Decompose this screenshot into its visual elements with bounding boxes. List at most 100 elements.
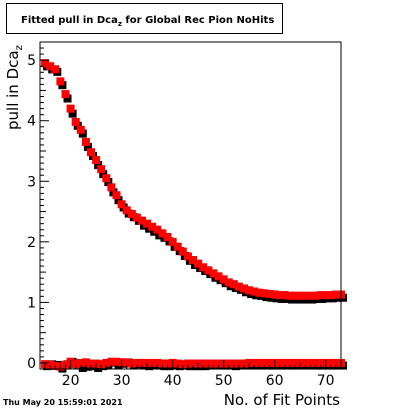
data-point-s2-55 <box>321 291 330 300</box>
x-tick-label-40: 40 <box>164 373 182 389</box>
y-tick-label-0: 0 <box>27 356 36 372</box>
data-point-s2-27 <box>178 247 187 256</box>
data-point-s0-10 <box>94 161 103 170</box>
data-point-s3-20 <box>143 358 152 367</box>
data-point-s1-7 <box>78 363 87 372</box>
data-point-s0-14 <box>114 196 123 205</box>
chart-title: Fitted pull in Dcaz for Global Rec Pion … <box>21 15 274 28</box>
data-point-s3-32 <box>204 359 213 368</box>
y-tick-label-4: 4 <box>27 114 36 130</box>
x-tick-label-70: 70 <box>317 373 335 389</box>
data-point-s2-6 <box>71 117 80 126</box>
data-point-s3-36 <box>224 359 233 368</box>
x-tick-label-30: 30 <box>113 373 131 389</box>
data-point-s3-22 <box>153 358 162 367</box>
x-tick-label-50: 50 <box>215 373 233 389</box>
data-point-s3-53 <box>311 358 320 367</box>
data-point-s3-33 <box>209 359 218 368</box>
data-point-s2-37 <box>229 280 238 289</box>
data-point-s3-57 <box>331 358 340 367</box>
y-tick-label-5: 5 <box>27 53 36 69</box>
data-point-s3-14 <box>112 357 121 366</box>
data-point-s2-35 <box>219 275 228 284</box>
data-point-s2-42 <box>255 288 264 297</box>
data-point-s2-41 <box>250 287 259 296</box>
data-point-s2-9 <box>87 148 96 157</box>
data-point-s3-49 <box>291 358 300 367</box>
y-axis-label-main: pull in Dca <box>4 50 22 130</box>
y-axis-label: pull in Dcaz <box>4 45 25 130</box>
data-point-s2-22 <box>153 225 162 234</box>
data-point-s2-2 <box>51 65 60 74</box>
data-point-s2-29 <box>189 256 198 264</box>
data-point-s3-31 <box>199 359 208 368</box>
y-tick-label-1: 1 <box>27 295 36 311</box>
data-point-s3-18 <box>132 358 141 367</box>
data-point-s0-8 <box>83 142 92 151</box>
data-point-s3-37 <box>229 359 238 368</box>
data-point-s3-47 <box>280 358 289 367</box>
data-point-s3-4 <box>61 360 70 369</box>
x-tick-label-20: 20 <box>62 373 80 389</box>
data-point-s2-30 <box>194 259 203 268</box>
data-point-s2-46 <box>275 291 284 300</box>
data-point-s3-16 <box>122 358 131 367</box>
data-point-s2-40 <box>245 286 254 295</box>
data-point-s2-31 <box>199 263 208 272</box>
data-point-s3-26 <box>173 359 182 368</box>
data-point-s2-15 <box>117 200 126 209</box>
data-point-s2-19 <box>138 216 147 225</box>
data-point-s3-17 <box>127 359 136 368</box>
data-point-s2-26 <box>173 242 182 251</box>
data-point-s3-24 <box>163 359 172 368</box>
data-point-s2-48 <box>285 291 294 300</box>
data-point-s3-48 <box>285 358 294 367</box>
data-point-s3-44 <box>265 358 274 367</box>
data-point-s2-10 <box>92 156 101 165</box>
y-axis-label-wrap: pull in Dcaz <box>2 45 25 145</box>
data-point-s2-34 <box>214 272 223 281</box>
shadow-markers-layer <box>43 62 347 373</box>
data-point-s2-52 <box>306 291 315 300</box>
data-point-s3-46 <box>275 358 284 367</box>
data-point-s2-23 <box>158 229 167 238</box>
data-point-s2-0 <box>41 59 50 68</box>
data-point-s2-20 <box>143 219 152 228</box>
data-point-s3-40 <box>245 358 254 367</box>
x-axis-label: No. of Fit Points <box>223 391 340 409</box>
title-box: Fitted pull in Dcaz for Global Rec Pion … <box>6 3 283 34</box>
timestamp: Thu May 20 15:59:01 2021 <box>3 398 123 407</box>
data-point-s3-21 <box>148 358 157 367</box>
data-point-s3-50 <box>296 358 305 367</box>
front-markers-layer <box>41 59 345 371</box>
data-point-s2-8 <box>81 137 90 146</box>
data-point-s3-12 <box>102 358 111 367</box>
data-point-s2-7 <box>76 125 85 134</box>
data-point-s0-11 <box>99 170 108 179</box>
data-point-s2-21 <box>148 222 157 231</box>
data-point-s3-11 <box>97 360 106 369</box>
data-point-s2-1 <box>46 62 55 71</box>
data-point-s2-28 <box>183 252 192 261</box>
data-point-s2-16 <box>122 206 131 215</box>
data-point-s2-50 <box>296 291 305 300</box>
data-point-s2-43 <box>260 289 269 298</box>
data-point-s3-54 <box>316 358 325 367</box>
y-tick-label-3: 3 <box>27 174 36 190</box>
data-point-s2-49 <box>291 291 300 300</box>
data-point-s3-19 <box>138 358 147 367</box>
data-point-s3-38 <box>234 359 243 368</box>
data-point-s3-34 <box>214 359 223 368</box>
data-point-s2-33 <box>209 269 218 278</box>
x-tick-label-60: 60 <box>266 373 284 389</box>
data-point-s3-9 <box>87 359 96 368</box>
data-point-s2-47 <box>280 291 289 300</box>
chart-title-main: Fitted pull in Dca <box>21 15 118 26</box>
data-point-s3-13 <box>107 357 116 366</box>
chart-title-sub: z <box>117 20 122 28</box>
data-point-s0-5 <box>68 109 77 118</box>
plot-frame <box>39 41 342 370</box>
data-point-s2-45 <box>270 290 279 299</box>
data-point-s3-51 <box>301 358 310 367</box>
